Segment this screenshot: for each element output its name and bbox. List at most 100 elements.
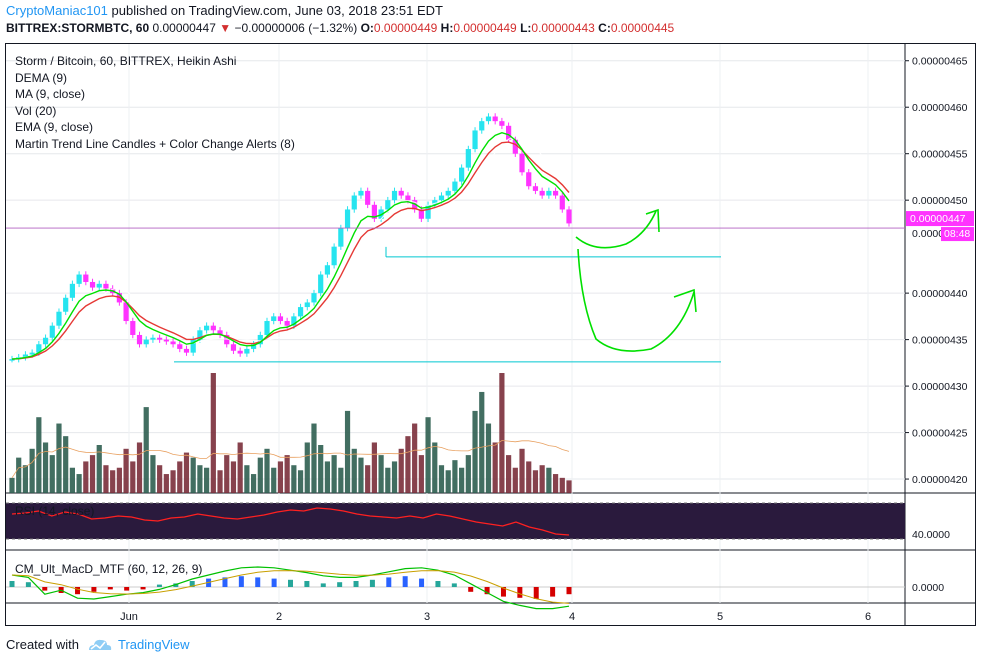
ma-line (11, 135, 570, 360)
candle-body (136, 334, 143, 345)
rsi-line (11, 507, 570, 536)
candle-body (197, 330, 203, 340)
volume-bar (163, 474, 169, 493)
candle-body (432, 200, 438, 205)
macd-histogram-bar (9, 581, 15, 587)
tradingview-cloud-icon[interactable] (87, 636, 113, 654)
candle-body (318, 274, 324, 294)
y-tick-label: 0.00000440 (912, 288, 968, 300)
legend-ma[interactable]: MA (9, close) (15, 87, 86, 101)
symbol-line: BITTREX:STORMBTC, 60 0.00000447 ▼ −0.000… (6, 21, 674, 35)
volume-bar (506, 455, 512, 493)
macd-histogram-bar (419, 578, 425, 587)
candle-body (358, 190, 364, 196)
macd-signal-line (11, 570, 570, 604)
candle-body (69, 283, 75, 298)
countdown-timer: 08:48 (944, 228, 970, 240)
y-tick-label: 0.00000455 (912, 149, 968, 161)
macd-histogram-bar (353, 581, 359, 587)
volume-bar (244, 465, 250, 493)
change-arrow-icon: ▼ (219, 21, 232, 35)
volume-bar (459, 467, 465, 493)
macd-histogram-bar (255, 577, 261, 587)
candle-body (344, 209, 351, 229)
macd-histogram-bar (550, 587, 556, 597)
chart-canvas[interactable]: 0.00000465 0.00000460 0.00000455 0.00000450… (6, 44, 975, 625)
volume-bar (83, 461, 89, 493)
candle-body (438, 195, 445, 201)
macd-histogram-bar (435, 581, 441, 587)
volume-bar (63, 436, 69, 493)
y-tick-label: 0.00000460 (912, 102, 968, 114)
volume-bar (210, 373, 216, 493)
volume-bar (371, 442, 377, 493)
volume-bar (110, 470, 116, 493)
macd-histogram-bar (304, 581, 310, 587)
tradingview-brand[interactable]: TradingView (118, 637, 190, 652)
rsi-label[interactable]: RSI (14, close) (15, 504, 95, 518)
candle-body (546, 190, 552, 196)
candle-body (22, 354, 29, 358)
volume-bar (566, 480, 572, 493)
candle-body (291, 316, 297, 326)
candle-body (324, 265, 331, 275)
candle-body (311, 293, 317, 303)
candle-body (230, 344, 237, 351)
volume-bar (318, 445, 324, 493)
candle-body (297, 307, 304, 317)
volume-bar (123, 448, 129, 493)
candle-body (338, 228, 344, 247)
macd-label[interactable]: CM_Ult_MacD_MTF (60, 12, 26, 9) (15, 562, 203, 576)
price-badge: 0.00000447 0.0000 08:48 (906, 211, 974, 242)
volume-bar (546, 467, 552, 493)
candle-body (210, 325, 216, 331)
macd-histogram-bar (25, 582, 31, 587)
martin-trend-line (11, 131, 570, 360)
legend-volume[interactable]: Vol (20) (15, 103, 57, 118)
projection-dip-curve (577, 248, 695, 352)
volume-bar (89, 455, 96, 493)
y-tick-label: 0.00000425 (912, 428, 968, 440)
candle-body (103, 283, 109, 289)
chart-frame[interactable]: 0.00000465 0.00000460 0.00000455 0.00000450… (5, 43, 976, 626)
y-tick-label: 0.00000465 (912, 56, 968, 68)
price-axis-ticks: 0.00000465 0.00000460 0.00000455 0.00000450… (905, 56, 968, 486)
volume-bar (277, 461, 284, 493)
volume-bar (499, 373, 505, 493)
macd-histogram-bar (386, 577, 392, 587)
chart-legend: Storm / Bitcoin, 60, BITTREX, Heikin Ash… (15, 53, 295, 152)
x-tick-label: 2 (276, 611, 282, 623)
volume-bar (331, 455, 337, 493)
price-axis (905, 44, 975, 625)
volume-bar (344, 410, 351, 493)
author-link[interactable]: CryptoManiac101 (6, 3, 108, 18)
volume-bar (22, 465, 29, 493)
candle-body (96, 283, 102, 288)
volume-bar (96, 445, 102, 493)
candle-body (532, 186, 539, 191)
projection-up-arrow (645, 208, 660, 233)
candle-body (83, 274, 89, 282)
volume-bar (257, 457, 263, 493)
legend-ema[interactable]: EMA (9, close) (15, 120, 94, 134)
y-tick-label: 0.00000435 (912, 335, 968, 347)
volume-bar (472, 410, 478, 493)
candle-body (499, 121, 505, 126)
candle-body (264, 321, 270, 335)
candle-body (217, 330, 223, 335)
legend-martin-trend[interactable]: Martin Trend Line Candles + Color Change… (15, 136, 295, 151)
y-tick-label: 0.00000420 (912, 474, 968, 486)
support-lines (6, 227, 905, 363)
projection-up-curve (575, 210, 657, 249)
volume-bar (143, 407, 149, 493)
candle-body (29, 352, 35, 355)
macd-histogram-bar (566, 587, 572, 595)
volume-bar (76, 474, 82, 493)
projection-drawings (575, 208, 697, 352)
volume-bar (150, 455, 156, 493)
macd-histogram-bar (500, 587, 506, 597)
candle-body (190, 339, 196, 353)
legend-dema[interactable]: DEMA (9) (15, 70, 68, 85)
candle-body (63, 297, 69, 312)
candle-body (130, 321, 136, 335)
